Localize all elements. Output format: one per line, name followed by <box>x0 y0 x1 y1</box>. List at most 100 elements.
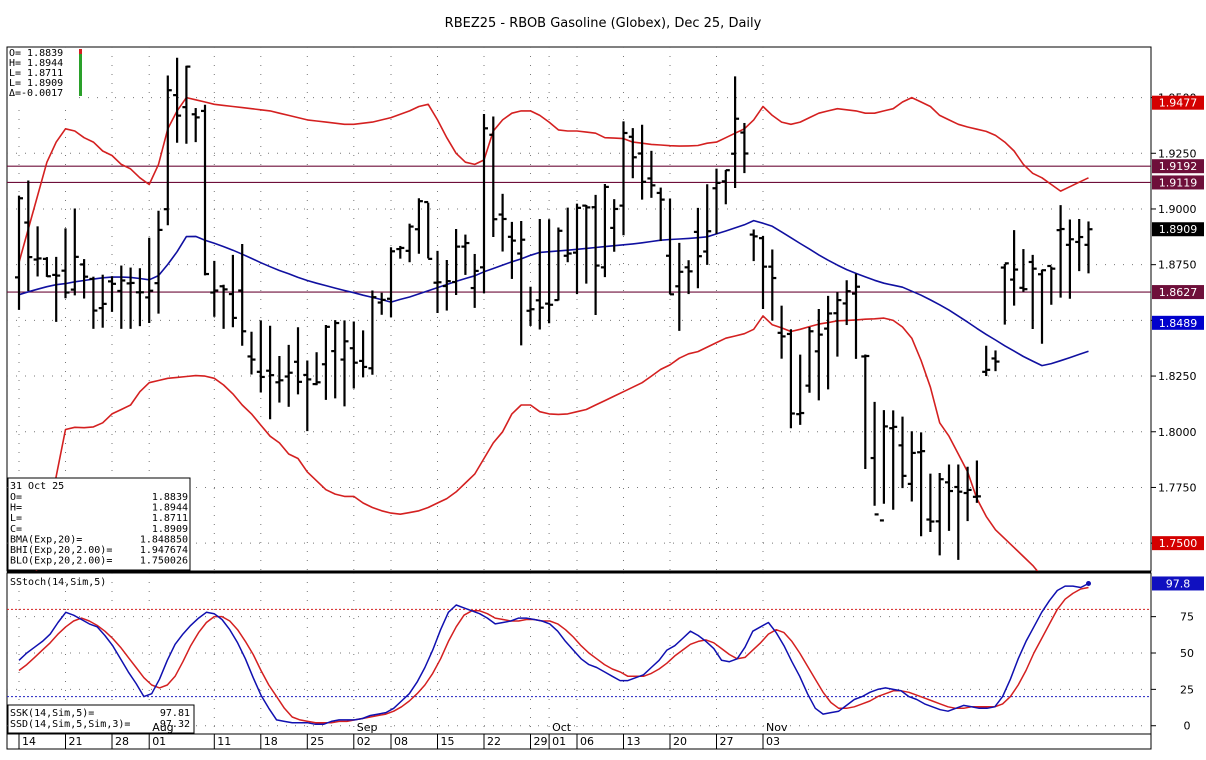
ohlc-bar <box>1038 269 1046 344</box>
ohlc-bar <box>833 292 842 357</box>
ohlc-bar <box>1047 264 1056 305</box>
ohlc-bar <box>163 75 172 226</box>
ohlc-bar <box>675 242 684 331</box>
mini-range-top <box>79 49 82 54</box>
price-axis-label: 1.7750 <box>1158 481 1197 494</box>
ohlc-change: Δ=-0.0017 <box>9 88 63 99</box>
ohlc-bar <box>340 320 349 407</box>
ohlc-last: L= 1.8909 <box>9 78 63 89</box>
ohlc-bar <box>24 180 33 291</box>
date-axis-label: 01 <box>152 735 166 748</box>
ohlc-bar <box>638 124 647 200</box>
ohlc-high: H= 1.8944 <box>9 58 63 69</box>
ohlc-bar <box>647 150 656 198</box>
ohlc-bar <box>554 227 563 302</box>
date-axis-label: 15 <box>441 735 455 748</box>
ohlc-bar <box>926 473 935 533</box>
date-axis-label: 18 <box>264 735 278 748</box>
bollinger-lower-line <box>35 315 1039 571</box>
ohlc-bar <box>898 416 907 489</box>
ohlc-bar <box>247 331 256 375</box>
data-window-date: 31 Oct 25 <box>10 481 64 492</box>
date-axis-label: 25 <box>310 735 324 748</box>
ohlc-bar <box>470 253 479 308</box>
bollinger-middle-line <box>18 219 1089 367</box>
ohlc-bar <box>89 276 98 329</box>
ohlc-bar <box>33 226 42 277</box>
ohlc-bar <box>52 256 61 322</box>
ohlc-bar <box>182 65 191 144</box>
month-label: Nov <box>766 721 788 734</box>
data-window-value: 1.8944 <box>152 503 188 514</box>
ohlc-bar <box>284 344 293 407</box>
date-axis-label: 01 <box>552 735 566 748</box>
ohlc-bar <box>991 350 1000 372</box>
stochastic-series-line <box>18 586 1089 724</box>
price-value-tag <box>1152 285 1204 300</box>
ohlc-bar <box>359 330 368 378</box>
ohlc-bar <box>219 284 228 329</box>
ohlc-bar <box>126 267 135 329</box>
price-value-labels: 1.9477 1.9192 1.9119 1.8909 1.8627 1.8489 1.75… <box>1152 95 1204 551</box>
ohlc-bar <box>424 200 433 260</box>
stoch-readout-value: 97.81 <box>160 708 190 719</box>
date-axis-label: 27 <box>720 735 734 748</box>
bollinger-bands <box>18 96 1089 571</box>
mini-range-bar <box>79 49 82 96</box>
stoch-axis-label: 75 <box>1180 611 1194 624</box>
date-axis-label: 06 <box>580 735 594 748</box>
month-label: Sep <box>357 721 378 734</box>
price-value-text: 1.9192 <box>1159 160 1198 173</box>
date-axis-label: 08 <box>394 735 408 748</box>
ohlc-bar <box>600 184 609 278</box>
stoch-readout-label: SSK(14,Sim,5)= <box>10 708 94 719</box>
ohlc-bar <box>768 249 777 321</box>
date-axis-label: 29 <box>534 735 548 748</box>
date-axis-label: 13 <box>627 735 641 748</box>
ohlc-bar <box>777 305 786 359</box>
ohlc-bar <box>731 76 740 189</box>
ohlc-bar <box>368 290 377 375</box>
data-window-label: BLO(Exp,20,2.00)= <box>10 556 112 567</box>
price-value-text: 1.8627 <box>1159 286 1198 299</box>
ohlc-bar <box>563 207 572 263</box>
ohlc-bar <box>42 257 51 278</box>
ohlc-bar <box>1084 221 1093 274</box>
ohlc-bar <box>108 276 116 312</box>
price-value-tag <box>1152 315 1204 330</box>
ohlc-bar <box>796 354 805 425</box>
stochastic-series-line <box>18 582 1089 726</box>
ohlc-bar <box>1010 230 1019 306</box>
date-axis-frame <box>6 733 1152 750</box>
ohlc-bar <box>917 432 926 537</box>
ohlc-bar <box>312 352 321 386</box>
stoch-value-tag <box>1152 576 1204 591</box>
price-value-text: 1.8909 <box>1159 223 1198 236</box>
stoch-readout-label: SSD(14,Sim,5,Sim,3)= <box>10 719 130 730</box>
ohlc-bar <box>545 219 554 324</box>
ohlc-bar <box>256 320 265 393</box>
horizontal-lines <box>7 165 1151 293</box>
ohlc-bar <box>135 268 144 327</box>
data-window-value: 1.947674 <box>140 545 188 556</box>
ohlc-bar <box>982 345 991 377</box>
ohlc-bar <box>684 260 693 295</box>
stoch-grid <box>7 573 1151 733</box>
ohlc-bar <box>154 210 163 314</box>
ohlc-bar <box>517 220 526 346</box>
ohlc-bar <box>535 218 544 330</box>
ohlc-bar <box>573 203 581 295</box>
ohlc-bar <box>294 327 302 395</box>
ohlc-bar <box>879 410 888 522</box>
ohlc-open: O= 1.8839 <box>9 48 63 59</box>
ohlc-bar <box>805 327 814 393</box>
ohlc-bar <box>387 247 395 318</box>
ohlc-bar <box>628 128 637 179</box>
date-axis-label: 21 <box>69 735 83 748</box>
data-window-label: BMA(Exp,20)= <box>10 534 82 545</box>
ohlc-bar <box>201 104 209 276</box>
ohlc-bar <box>582 204 591 284</box>
ohlc-bar <box>377 292 386 315</box>
ohlc-bar <box>889 410 898 510</box>
